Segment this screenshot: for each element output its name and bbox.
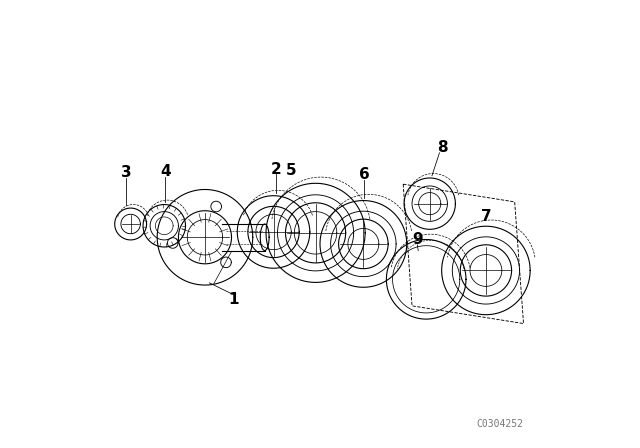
Text: 7: 7 <box>481 208 492 224</box>
Text: 9: 9 <box>412 233 422 247</box>
Text: 5: 5 <box>286 164 296 178</box>
Text: 1: 1 <box>228 292 239 307</box>
Text: 2: 2 <box>270 162 281 177</box>
Text: 3: 3 <box>121 165 132 180</box>
Text: 6: 6 <box>359 167 370 182</box>
Text: C0304252: C0304252 <box>477 419 524 429</box>
Text: 8: 8 <box>437 139 447 155</box>
Text: 4: 4 <box>160 164 170 179</box>
